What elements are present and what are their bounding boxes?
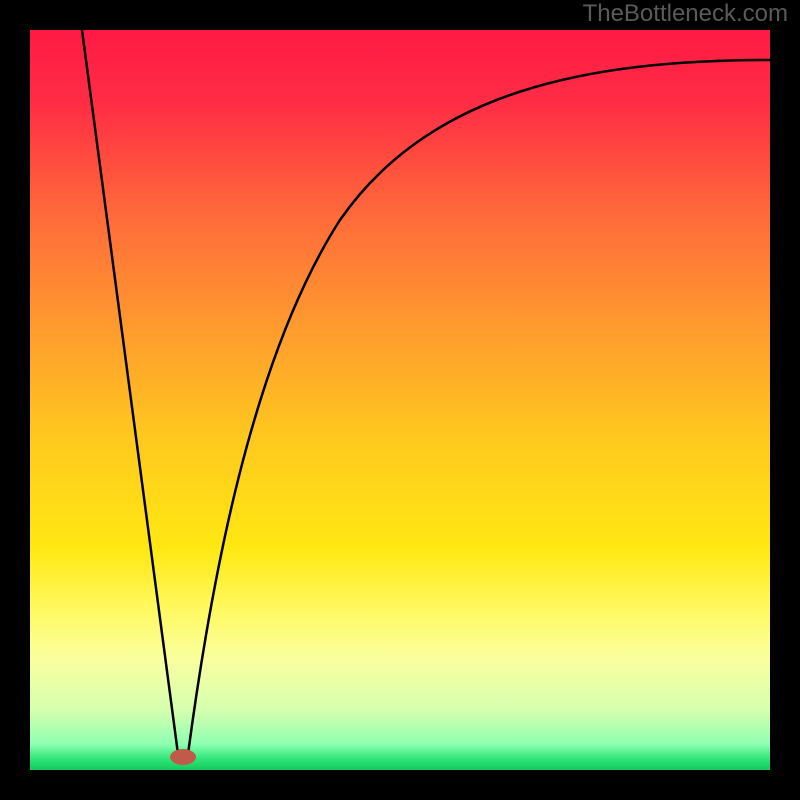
left-curve-branch: [82, 30, 178, 754]
plot-area: [30, 30, 770, 770]
watermark-text: TheBottleneck.com: [583, 0, 788, 28]
right-curve-branch: [188, 60, 770, 754]
curve-layer: [30, 30, 770, 770]
chart-container: TheBottleneck.com: [0, 0, 800, 800]
valley-marker: [170, 749, 196, 765]
